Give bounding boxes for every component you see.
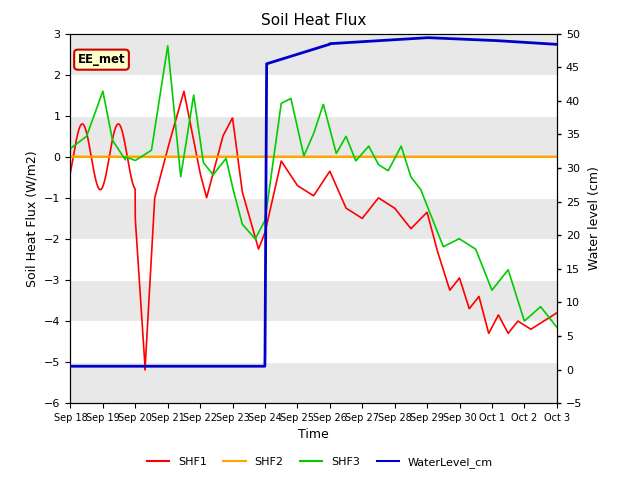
SHF2: [543, 154, 551, 160]
SHF1: [122, 146, 130, 152]
SHF3: [491, 284, 499, 289]
X-axis label: Time: Time: [298, 429, 329, 442]
Text: EE_met: EE_met: [77, 53, 125, 66]
SHF3: [275, 122, 282, 128]
WaterLevel_cm: [423, 35, 431, 40]
SHF2: [253, 154, 260, 160]
Y-axis label: Water level (cm): Water level (cm): [588, 167, 601, 270]
SHF1: [275, 171, 282, 177]
WaterLevel_cm: [151, 363, 159, 369]
Bar: [70, 75, 557, 116]
SHF1: [253, 242, 261, 248]
Y-axis label: Soil Heat Flux (W/m2): Soil Heat Flux (W/m2): [26, 150, 38, 287]
WaterLevel_cm: [253, 363, 260, 369]
Bar: [70, 280, 557, 321]
Title: Soil Heat Flux: Soil Heat Flux: [261, 13, 366, 28]
SHF2: [151, 154, 159, 160]
SHF3: [122, 154, 130, 160]
SHF2: [122, 154, 130, 160]
SHF3: [253, 232, 261, 238]
SHF1: [151, 194, 159, 200]
SHF1: [553, 310, 561, 316]
WaterLevel_cm: [274, 58, 282, 63]
SHF2: [553, 154, 561, 160]
SHF1: [141, 367, 149, 373]
SHF2: [67, 154, 74, 160]
Legend: SHF1, SHF2, SHF3, WaterLevel_cm: SHF1, SHF2, SHF3, WaterLevel_cm: [142, 452, 498, 472]
SHF2: [274, 154, 282, 160]
SHF3: [543, 312, 551, 318]
Bar: [70, 116, 557, 157]
SHF3: [553, 324, 561, 330]
SHF3: [67, 146, 74, 152]
SHF1: [544, 316, 552, 322]
SHF1: [67, 169, 74, 175]
WaterLevel_cm: [543, 41, 551, 47]
SHF3: [151, 126, 159, 132]
Line: SHF1: SHF1: [70, 91, 557, 370]
Line: WaterLevel_cm: WaterLevel_cm: [70, 37, 557, 366]
WaterLevel_cm: [122, 363, 130, 369]
WaterLevel_cm: [491, 37, 499, 43]
WaterLevel_cm: [553, 41, 561, 47]
WaterLevel_cm: [67, 363, 74, 369]
SHF1: [492, 318, 499, 324]
Bar: [70, 239, 557, 280]
Bar: [70, 34, 557, 75]
Line: SHF3: SHF3: [70, 46, 557, 327]
Bar: [70, 198, 557, 239]
SHF1: [180, 88, 188, 94]
Bar: [70, 362, 557, 403]
SHF3: [164, 43, 172, 48]
Bar: [70, 321, 557, 362]
Bar: [70, 157, 557, 198]
SHF2: [491, 154, 499, 160]
